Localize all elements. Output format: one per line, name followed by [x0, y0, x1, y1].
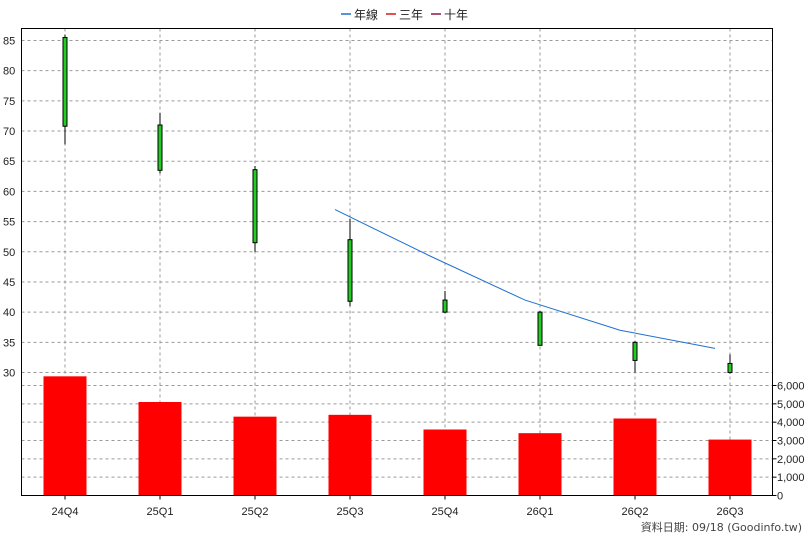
volume-tick-label: 1,000 [777, 472, 805, 484]
volume-tick-label: 2,000 [777, 454, 805, 466]
legend-label: 三年 [399, 8, 423, 22]
volume-tick-label: 0 [777, 491, 783, 503]
volume-tick-label: 6,000 [777, 381, 805, 393]
x-tick-label: 25Q3 [337, 506, 364, 518]
x-tick-label: 25Q1 [147, 506, 174, 518]
candle-body [632, 341, 638, 361]
price-tick-label: 50 [3, 247, 15, 259]
price-tick-label: 35 [3, 337, 15, 349]
candle-body [537, 311, 543, 346]
price-tick-label: 65 [3, 156, 15, 168]
x-tick-label: 25Q4 [432, 506, 459, 518]
plot-frame [21, 28, 773, 496]
volume-bar [708, 439, 752, 496]
footer-date: 資料日期: 09/18 (Goodinfo.tw) [641, 520, 802, 534]
price-tick-label: 60 [3, 186, 15, 198]
annual-line-series [334, 209, 716, 349]
price-tick-label: 85 [3, 36, 15, 48]
price-tick-label: 40 [3, 307, 15, 319]
candle-body [727, 362, 733, 374]
x-tick-label: 24Q4 [52, 506, 79, 518]
legend: 年線 三年 十年 [341, 7, 468, 22]
volume-tick-label: 5,000 [777, 399, 805, 411]
price-tick-label: 55 [3, 217, 15, 229]
x-tick-label: 26Q2 [622, 506, 649, 518]
volume-bar [43, 376, 87, 496]
candle-body [347, 239, 353, 302]
volume-tick-label: 3,000 [777, 436, 805, 448]
volume-bar [423, 429, 467, 496]
candle-body [442, 299, 448, 313]
price-axis-ticks: 30 35 40 45 50 55 60 65 70 75 80 85 [3, 36, 15, 380]
x-tick-label: 26Q3 [717, 506, 744, 518]
volume-bar [233, 416, 277, 496]
candle-body [157, 124, 163, 171]
candle-body [252, 169, 258, 244]
legend-label: 十年 [444, 8, 468, 22]
grid-lines [21, 28, 773, 496]
x-tick-label: 25Q2 [242, 506, 269, 518]
volume-tick-label: 4,000 [777, 417, 805, 429]
legend-label: 年線 [354, 7, 378, 22]
volume-bar [138, 402, 182, 496]
x-tick-label: 26Q1 [527, 506, 554, 518]
volume-bars [43, 376, 752, 496]
price-tick-label: 45 [3, 277, 15, 289]
price-tick-label: 75 [3, 96, 15, 108]
x-axis-ticks: 24Q4 25Q1 25Q2 25Q3 25Q4 26Q1 26Q2 26Q3 [52, 495, 744, 518]
volume-bar [613, 418, 657, 496]
price-tick-label: 80 [3, 66, 15, 78]
candle-body [62, 36, 68, 127]
price-tick-label: 70 [3, 126, 15, 138]
candlesticks [62, 34, 733, 374]
volume-bar [328, 414, 372, 496]
volume-bar [518, 433, 562, 496]
volume-axis-ticks: 0 1,000 2,000 3,000 4,000 5,000 6,000 [772, 381, 805, 503]
price-tick-label: 30 [3, 368, 15, 380]
